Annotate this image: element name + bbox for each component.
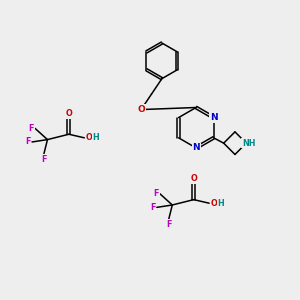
Text: H: H xyxy=(93,133,99,142)
Text: F: F xyxy=(29,124,34,133)
Text: H: H xyxy=(218,199,224,208)
Text: O: O xyxy=(211,199,218,208)
Text: O: O xyxy=(65,109,72,118)
Text: O: O xyxy=(137,105,145,114)
Text: F: F xyxy=(154,189,159,198)
Text: N: N xyxy=(192,143,200,152)
Text: N: N xyxy=(210,113,218,122)
Text: O: O xyxy=(190,174,197,183)
Text: NH: NH xyxy=(242,139,255,148)
Text: F: F xyxy=(41,155,46,164)
Text: F: F xyxy=(150,203,156,212)
Text: F: F xyxy=(166,220,171,229)
Text: F: F xyxy=(26,137,31,146)
Text: O: O xyxy=(86,133,92,142)
